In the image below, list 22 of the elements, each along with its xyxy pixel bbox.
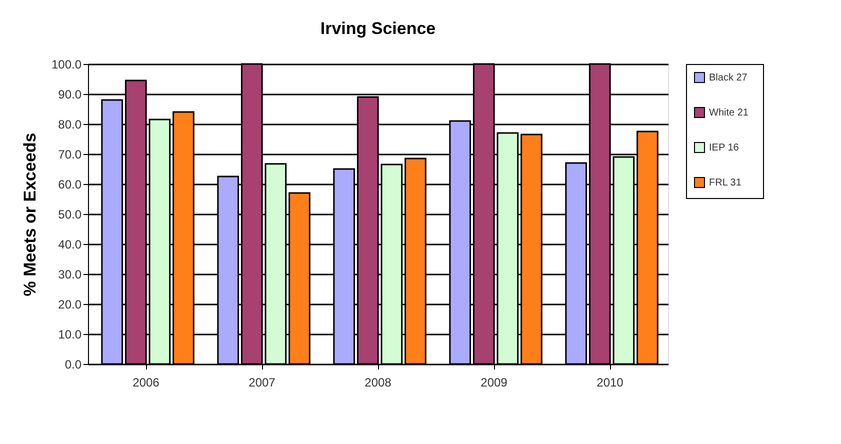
legend-label: Black 27 (709, 72, 748, 84)
y-axis-title: % Meets or Exceeds (20, 132, 40, 296)
y-tick-label: 60.0 (58, 178, 82, 192)
y-tick-label: 100.0 (51, 58, 82, 72)
y-tick-label: 70.0 (58, 148, 82, 162)
y-tick-label: 90.0 (58, 88, 82, 102)
x-tick-label: 2007 (248, 376, 276, 390)
x-tick-label: 2008 (364, 376, 392, 390)
y-tick-label: 10.0 (58, 328, 82, 342)
y-tick-label: 20.0 (58, 298, 82, 312)
y-tick-label: 80.0 (58, 118, 82, 132)
y-tick-label: 30.0 (58, 268, 82, 282)
x-tick-label: 2006 (132, 376, 160, 390)
legend-label: FRL 31 (709, 178, 742, 188)
legend-label: White 21 (709, 108, 749, 118)
x-tick-label: 2010 (596, 376, 624, 390)
y-tick-label: 40.0 (58, 238, 82, 252)
x-tick-label: 2009 (480, 376, 508, 390)
y-tick-label: 0.0 (64, 358, 82, 372)
y-tick-label: 50.0 (58, 208, 82, 222)
chart-title: Irving Science (320, 19, 436, 38)
legend-label: IEP 16 (709, 142, 740, 154)
